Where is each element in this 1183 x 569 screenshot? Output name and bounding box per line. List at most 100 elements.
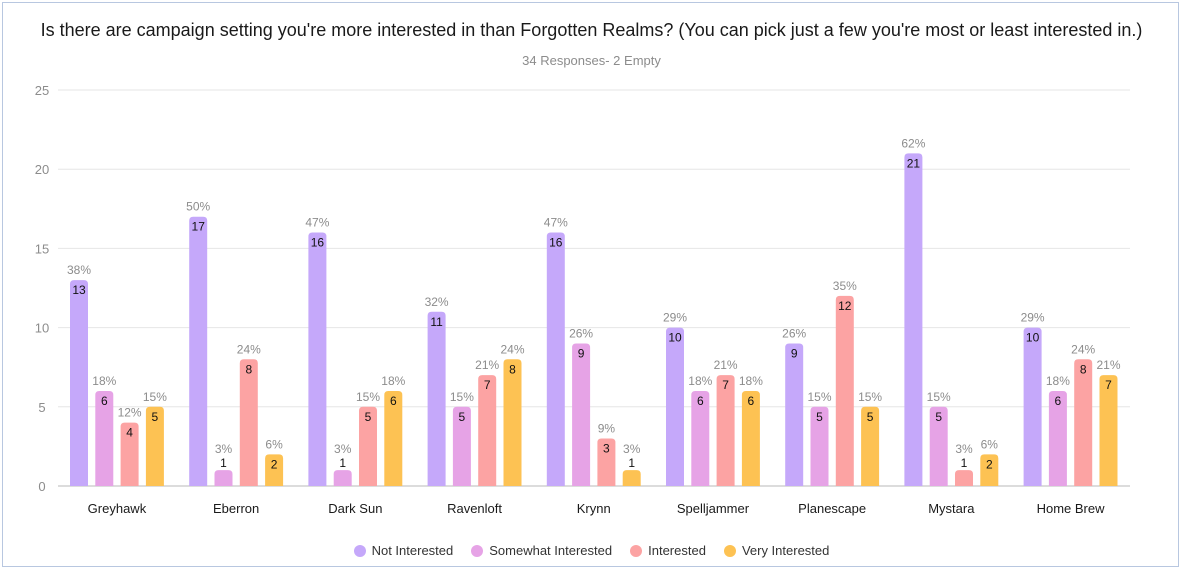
bar	[929, 406, 948, 486]
bar	[861, 406, 880, 486]
bar-percent-label: 15%	[807, 390, 831, 404]
x-tick-label: Home Brew	[1037, 501, 1106, 516]
bar-percent-label: 35%	[833, 279, 857, 293]
bar-value-label: 17	[192, 220, 206, 234]
bar-value-label: 6	[390, 394, 397, 408]
bar	[214, 470, 233, 486]
bar	[716, 375, 735, 486]
legend-label: Not Interested	[371, 543, 454, 558]
bar-percent-label: 47%	[544, 216, 568, 230]
bar-percent-label: 15%	[450, 390, 474, 404]
legend-label: Very Interested	[741, 543, 830, 558]
bar-percent-label: 21%	[1096, 358, 1120, 372]
y-tick-label: 10	[35, 321, 49, 336]
bar	[666, 327, 684, 486]
bar	[384, 390, 403, 486]
x-tick-label: Greyhawk	[88, 501, 147, 516]
bar-percent-label: 32%	[425, 295, 449, 309]
bar	[265, 454, 284, 486]
bar	[427, 311, 446, 486]
y-tick-label: 5	[38, 400, 45, 415]
bar	[1099, 375, 1118, 486]
bar-value-label: 1	[339, 456, 346, 470]
bar	[546, 232, 565, 486]
legend-label: Somewhat Interested	[489, 543, 613, 558]
y-tick-label: 25	[35, 83, 49, 98]
bar-percent-label: 15%	[858, 390, 882, 404]
bar	[1023, 327, 1042, 486]
bar-percent-label: 6%	[981, 437, 999, 451]
bar	[691, 390, 710, 486]
bar-value-label: 9	[791, 346, 798, 360]
bar-percent-label: 3%	[334, 442, 352, 456]
bar	[572, 343, 591, 486]
bar-value-label: 1	[961, 456, 968, 470]
bar-value-label: 21	[907, 156, 921, 170]
bar-value-label: 4	[126, 426, 133, 440]
bar-percent-label: 18%	[1046, 374, 1070, 388]
bar-value-label: 16	[311, 236, 325, 250]
bar-value-label: 2	[271, 457, 278, 471]
legend-item-not-interested[interactable]: Not Interested	[353, 543, 454, 558]
bar	[810, 406, 829, 486]
legend-dot	[471, 544, 484, 557]
bar	[70, 280, 88, 486]
bar-percent-label: 38%	[67, 263, 91, 277]
bar-percent-label: 29%	[663, 311, 687, 325]
x-tick-label: Krynn	[577, 501, 611, 516]
bar-value-label: 8	[245, 362, 252, 376]
bar-value-label: 7	[722, 378, 729, 392]
bar-percent-label: 29%	[1021, 311, 1045, 325]
bar-value-label: 1	[628, 456, 635, 470]
bar	[478, 375, 497, 486]
bar	[835, 295, 854, 486]
x-tick-label: Eberron	[213, 501, 259, 516]
bar-percent-label: 26%	[569, 326, 593, 340]
bar	[1074, 359, 1093, 486]
bar-value-label: 11	[430, 315, 443, 329]
bar-percent-label: 50%	[186, 200, 210, 214]
chart-title: Is there are campaign setting you're mor…	[40, 20, 1143, 40]
bar-percent-label: 18%	[381, 374, 405, 388]
legend-dot	[723, 544, 736, 557]
bar-value-label: 16	[549, 236, 563, 250]
bar	[308, 232, 327, 486]
bar	[359, 406, 377, 486]
bar-value-label: 2	[986, 457, 993, 471]
bar	[239, 359, 258, 486]
bar-value-label: 5	[867, 410, 874, 424]
bar	[741, 390, 760, 486]
legend-item-interested[interactable]: Interested	[630, 543, 706, 558]
bar-value-label: 13	[72, 283, 86, 297]
bar-value-label: 7	[484, 378, 491, 392]
bar-percent-label: 3%	[955, 442, 973, 456]
bar	[904, 153, 923, 487]
bar-percent-label: 24%	[500, 342, 524, 356]
bar-percent-label: 15%	[143, 390, 167, 404]
x-tick-label: Dark Sun	[328, 501, 382, 516]
bar-value-label: 3	[603, 441, 610, 455]
bar-percent-label: 15%	[927, 390, 951, 404]
bar-value-label: 10	[668, 331, 682, 345]
bar-value-label: 5	[365, 410, 372, 424]
bar-percent-label: 21%	[714, 358, 738, 372]
bar-value-label: 5	[935, 410, 942, 424]
bar-percent-label: 3%	[215, 442, 233, 456]
legend-item-very-interested[interactable]: Very Interested	[723, 543, 830, 558]
bar-percent-label: 62%	[901, 136, 925, 150]
x-tick-label: Planescape	[798, 501, 866, 516]
bar	[333, 470, 352, 486]
bar-value-label: 9	[578, 346, 585, 360]
bar-percent-label: 12%	[118, 406, 142, 420]
bar-percent-label: 24%	[237, 342, 261, 356]
x-tick-label: Ravenloft	[447, 501, 502, 516]
bar	[622, 470, 641, 486]
bar	[1048, 390, 1067, 486]
bar-value-label: 6	[101, 394, 108, 408]
legend-item-somewhat-interested[interactable]: Somewhat Interested	[471, 543, 612, 558]
legend-label: Interested	[648, 543, 706, 558]
bar-value-label: 7	[1105, 378, 1112, 392]
bar-value-label: 5	[816, 410, 823, 424]
bar-value-label: 6	[748, 394, 755, 408]
